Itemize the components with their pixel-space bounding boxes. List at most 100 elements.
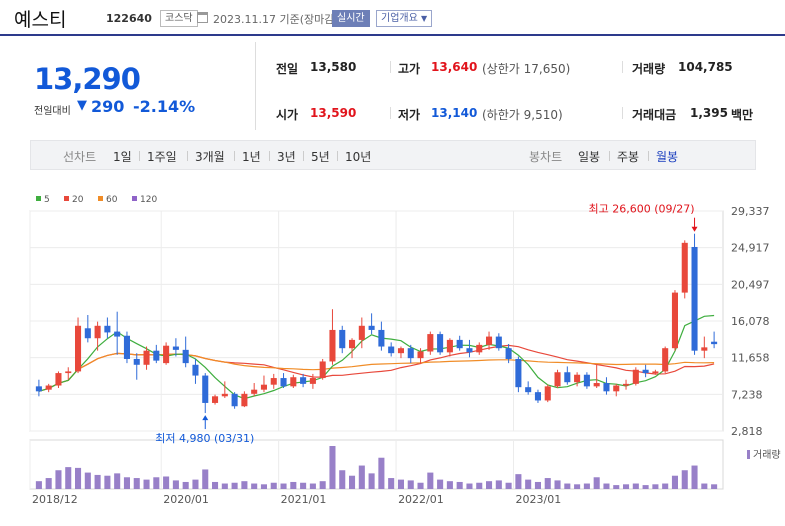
candle-body: [613, 385, 620, 392]
volume-bar: [671, 475, 678, 489]
volume-bar: [290, 481, 297, 489]
candle-body: [623, 383, 630, 386]
x-tick-label: 2020/01: [163, 493, 209, 506]
volume-bar: [593, 477, 600, 489]
open-label: 시가: [276, 108, 299, 122]
volume-bar: [388, 478, 395, 489]
candle-body: [505, 348, 512, 359]
tab-1week[interactable]: 1주일: [147, 150, 177, 164]
candle-body: [75, 325, 82, 372]
high-annotation: 최고 26,600 (09/27): [589, 203, 695, 216]
high-value: 13,640: [431, 60, 478, 74]
ma60-line: [38, 352, 715, 392]
legend-swatch: [98, 196, 103, 201]
price-box: 13,290 전일대비 ▼ 290 -2.14%: [20, 42, 256, 130]
low-label: 저가: [398, 108, 421, 122]
tab-10year[interactable]: 10년: [345, 150, 372, 164]
candle-body: [319, 361, 326, 379]
candle-body: [153, 350, 160, 361]
tab-1year[interactable]: 1년: [242, 150, 261, 164]
candle-body: [202, 375, 209, 403]
divider: [139, 151, 140, 161]
current-price: 13,290: [34, 62, 141, 96]
candle-body: [163, 345, 170, 364]
volume-value: 104,785: [678, 60, 733, 74]
y-tick-label: 16,078: [731, 315, 770, 328]
volume-bar: [202, 469, 209, 489]
prev-close-value: 13,580: [310, 60, 357, 74]
tab-5year[interactable]: 5년: [311, 150, 330, 164]
volume-bar: [701, 483, 708, 489]
volume-bar: [368, 473, 375, 489]
y-tick-label: 20,497: [731, 278, 770, 291]
volume-bar: [45, 478, 52, 489]
legend-ma60: 60: [98, 195, 117, 205]
candle-body: [427, 334, 434, 352]
volume-legend-swatch: [747, 450, 750, 459]
candle-body: [94, 325, 101, 339]
candle-body: [309, 378, 316, 384]
volume-bar: [339, 470, 346, 489]
chart-tab-bar: 선차트 1일 1주일 3개월 1년 3년 5년 10년 봉차트 일봉 주봉 월봉: [30, 140, 756, 170]
volume-bar: [642, 485, 649, 489]
volume-bar: [114, 473, 121, 489]
volume-bar: [192, 479, 199, 489]
candle-body: [339, 329, 346, 349]
candle-body: [378, 329, 385, 347]
candle-body: [583, 374, 590, 387]
divider: [269, 151, 270, 161]
volume-bar: [251, 483, 258, 489]
high-label: 고가: [398, 62, 421, 76]
candle-body: [407, 348, 414, 359]
volume-label: 거래량: [632, 62, 666, 76]
volume-bar: [476, 482, 483, 489]
volume-bar: [378, 457, 385, 489]
lower-limit: (하한가 9,510): [482, 108, 563, 122]
calendar-icon: [197, 12, 208, 23]
realtime-button[interactable]: 실시간: [332, 10, 370, 27]
divider: [234, 151, 235, 161]
candle-body: [45, 385, 52, 390]
y-tick-label: 29,337: [731, 205, 770, 218]
candle-body: [388, 346, 395, 354]
tab-3month[interactable]: 3개월: [195, 150, 225, 164]
prev-close-label: 전일: [276, 62, 299, 76]
legend-ma120-label: 120: [140, 195, 158, 205]
x-tick-label: 2022/01: [398, 493, 444, 506]
legend-swatch: [36, 196, 41, 201]
candle-body: [671, 292, 678, 349]
volume-bar: [231, 482, 238, 489]
divider: [648, 151, 649, 161]
candle-body: [574, 374, 581, 383]
tab-weekly[interactable]: 주봉: [617, 150, 640, 164]
candle-body: [368, 325, 375, 330]
volume-bar: [221, 483, 228, 489]
tab-3year[interactable]: 3년: [277, 150, 296, 164]
volume-bar: [515, 474, 522, 489]
market-badge: 코스닥: [160, 10, 198, 27]
candle-body: [143, 350, 150, 365]
volume-bar: [123, 477, 130, 489]
volume-bar: [603, 483, 610, 489]
high-arrowhead: [691, 226, 698, 232]
volume-bar: [534, 481, 541, 489]
volume-legend-label: 거래량: [753, 449, 781, 461]
volume-bar: [613, 485, 620, 489]
tab-1day[interactable]: 1일: [113, 150, 132, 164]
candle-body: [486, 336, 493, 345]
volume-bar: [35, 481, 42, 489]
tab-monthly[interactable]: 월봉: [656, 150, 679, 164]
candle-body: [662, 348, 669, 372]
volume-bar: [241, 481, 248, 489]
candle-body: [711, 341, 718, 345]
candle-body: [84, 328, 91, 339]
volume-bar: [397, 479, 404, 489]
divider: [390, 107, 391, 119]
tab-daily[interactable]: 일봉: [578, 150, 601, 164]
company-overview-button[interactable]: 기업개요 ▼: [376, 10, 433, 27]
candle-body: [437, 334, 444, 353]
candle-body: [65, 371, 72, 374]
volume-bar: [319, 481, 326, 489]
volume-bar: [75, 467, 82, 489]
